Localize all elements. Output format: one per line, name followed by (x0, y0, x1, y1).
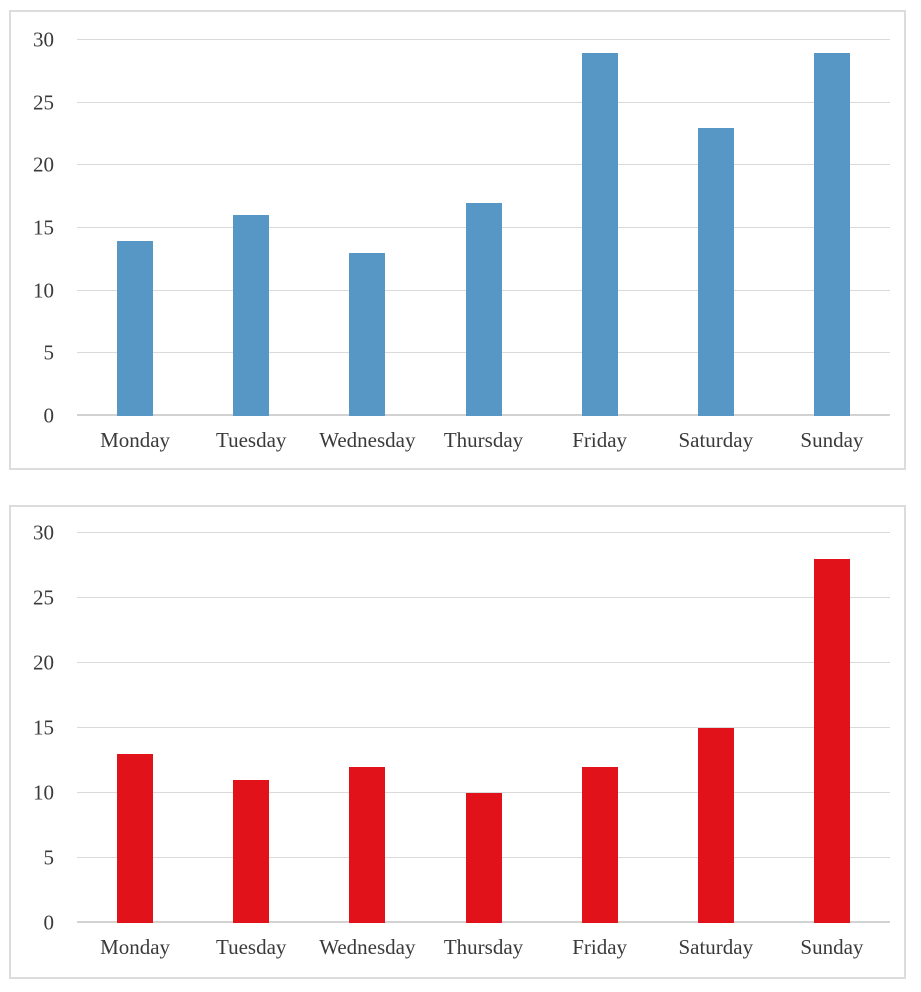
x-axis-label-sunday: Sunday (800, 428, 864, 452)
gridline-25 (77, 597, 890, 598)
x-axis-label-wednesday: Wednesday (319, 935, 416, 959)
x-axis-blue: Monday Tuesday Wednesday Thursday Friday Satu… (77, 428, 890, 460)
bar-thursday (465, 202, 502, 416)
x-axis-label-tuesday: Tuesday (216, 428, 287, 452)
bar-chart-red: 0 5 10 15 20 25 30 Monday Tuesday Wednesday Thurs… (9, 505, 906, 979)
x-axis-label-tuesday: Tuesday (216, 935, 287, 959)
x-axis-label-monday: Monday (100, 428, 171, 452)
plot-area-red (77, 532, 890, 923)
y-tick-label-30: 30 (33, 27, 54, 52)
y-axis-red: 0 5 10 15 20 25 30 (11, 522, 55, 933)
gridline-25 (77, 101, 890, 103)
bar-monday (117, 240, 154, 416)
y-tick-label-30: 30 (33, 520, 54, 545)
x-axis-label-friday: Friday (572, 428, 628, 452)
bar-wednesday (349, 767, 386, 923)
y-tick-label-5: 5 (43, 845, 55, 870)
gridline-30 (77, 39, 890, 40)
bar-tuesday (233, 780, 270, 923)
x-axis-label-saturday: Saturday (678, 428, 754, 452)
bar-tuesday (233, 215, 270, 416)
bar-thursday (465, 793, 502, 923)
bar-wednesday (349, 253, 386, 416)
bar-sunday (813, 559, 850, 923)
x-axis-label-friday: Friday (572, 935, 628, 959)
gridline-20 (77, 662, 890, 664)
plot-area-blue (77, 39, 890, 416)
bar-sunday (813, 52, 850, 416)
bar-friday (581, 767, 618, 923)
y-tick-label-0: 0 (43, 403, 55, 428)
y-tick-label-20: 20 (33, 152, 54, 177)
x-axis-label-sunday: Sunday (800, 935, 864, 959)
y-tick-label-0: 0 (43, 910, 55, 935)
y-tick-label-10: 10 (33, 780, 54, 805)
y-tick-label-15: 15 (33, 715, 54, 740)
y-axis-blue: 0 5 10 15 20 25 30 (11, 29, 55, 426)
gridline-30 (77, 532, 890, 533)
y-tick-label-25: 25 (33, 585, 54, 610)
x-axis-red: Monday Tuesday Wednesday Thursday Friday Satu… (77, 935, 890, 967)
y-tick-label-25: 25 (33, 90, 54, 115)
gridline-20 (77, 164, 890, 166)
bar-saturday (697, 127, 734, 416)
x-axis-label-wednesday: Wednesday (319, 428, 416, 452)
gridline-15 (77, 727, 890, 728)
gridline-10 (77, 792, 890, 794)
x-axis-label-monday: Monday (100, 935, 171, 959)
x-axis-label-thursday: Thursday (443, 935, 524, 959)
bar-chart-blue: 0 5 10 15 20 25 30 Monday Tuesday Wednesday Thurs… (9, 10, 906, 470)
y-tick-label-5: 5 (43, 340, 55, 365)
x-axis-label-thursday: Thursday (443, 428, 524, 452)
bar-saturday (697, 728, 734, 923)
y-tick-label-20: 20 (33, 650, 54, 675)
bar-friday (581, 52, 618, 416)
x-axis-label-saturday: Saturday (678, 935, 754, 959)
bar-monday (117, 754, 154, 923)
y-tick-label-15: 15 (33, 215, 54, 240)
y-tick-label-10: 10 (33, 278, 54, 303)
